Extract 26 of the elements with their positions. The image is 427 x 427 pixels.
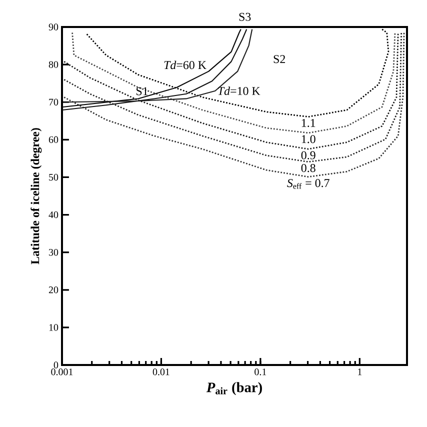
series-label: 0.8: [301, 164, 316, 172]
series-label: Td=60 K: [164, 60, 206, 70]
y-tick-label: 50: [49, 174, 58, 181]
annotation: S1: [136, 87, 148, 96]
x-axis-title: P$_{air}$ (bar): [206, 382, 262, 396]
series-label: S$_{eff}$ = 0.7: [287, 179, 330, 189]
annotation: S2: [274, 55, 285, 64]
y-tick-label: 20: [48, 286, 58, 294]
y-tick-label: 80: [48, 61, 58, 68]
x-tick-label: 0.1: [254, 368, 266, 376]
y-tick-label: 10: [49, 324, 58, 331]
series-label: Td=10 K: [218, 86, 260, 96]
y-tick-label: 40: [48, 211, 58, 218]
y-tick-label: 30: [48, 248, 58, 256]
x-tick-label: 1: [358, 368, 362, 376]
y-axis-title: Latitude of iceline (degree): [30, 128, 42, 264]
y-tick-label: 0: [54, 362, 58, 368]
series-label: 1.0: [302, 135, 316, 144]
series-label: 1.1: [302, 118, 316, 128]
x-tick-label: 0.01: [152, 368, 170, 376]
y-tick-label: 70: [49, 98, 58, 106]
text: S3: [239, 12, 251, 21]
series-label: 0.9: [301, 151, 316, 160]
x-tick-label: 0.001: [51, 368, 73, 376]
y-tick-label: 90: [48, 24, 58, 30]
y-tick-label: 60: [48, 136, 58, 144]
